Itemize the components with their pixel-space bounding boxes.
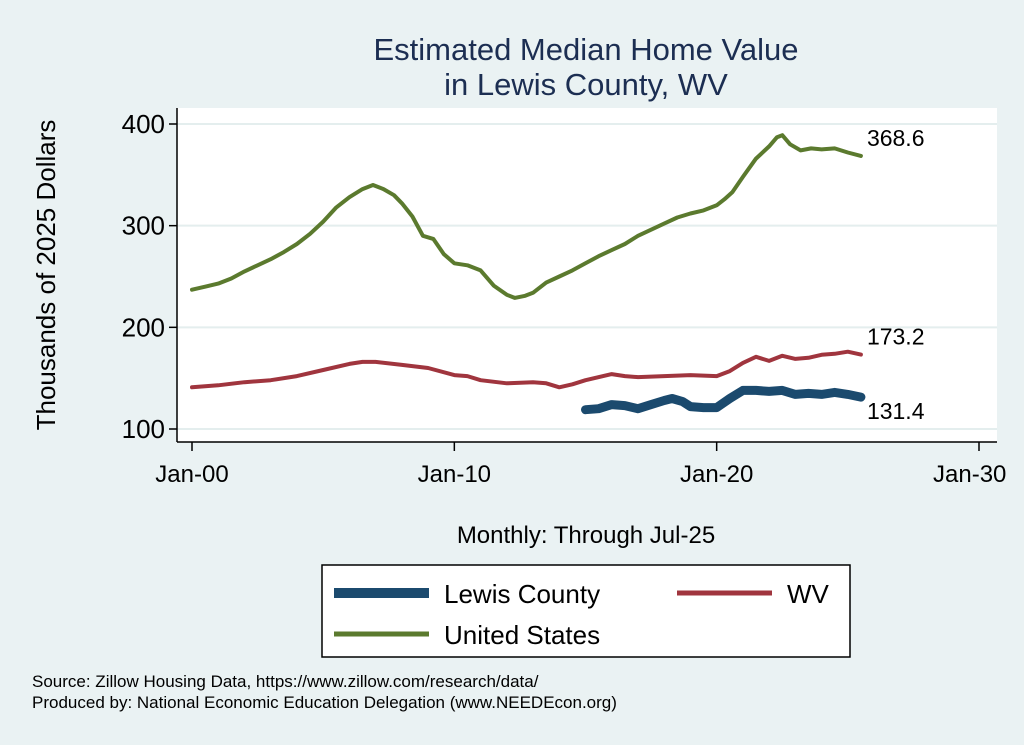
y-tick-label-100: 100 (122, 414, 165, 444)
x-tick-label-Jan-10: Jan-10 (418, 461, 491, 488)
gridlines (177, 123, 997, 430)
footer-source: Source: Zillow Housing Data, https://www… (32, 672, 539, 691)
series-line-lewis-county (581, 385, 866, 415)
legend: Lewis County WV United States (321, 564, 851, 658)
end-labels: 368.6 173.2 131.4 (867, 125, 925, 424)
end-label-wv: 173.2 (867, 324, 925, 350)
x-tick-label-Jan-30: Jan-30 (933, 461, 1006, 488)
end-label-united-states: 368.6 (867, 125, 925, 151)
chart-title-line-2: in Lewis County, WV (444, 67, 728, 102)
y-tick-label-400: 400 (122, 109, 165, 139)
legend-label-lewis-county: Lewis County (444, 579, 600, 609)
series-line-united-states (190, 133, 863, 300)
x-tick-label-Jan-00: Jan-00 (155, 461, 228, 488)
y-axis-label: Thousands of 2025 Dollars (31, 120, 61, 431)
x-tick-label-Jan-20: Jan-20 (680, 461, 753, 488)
series-line-wv (190, 349, 863, 390)
series-lines (190, 133, 866, 415)
legend-label-wv: WV (787, 579, 830, 609)
x-axis-label: Monthly: Through Jul-25 (457, 522, 715, 549)
end-label-lewis-county: 131.4 (867, 398, 925, 424)
legend-label-united-states: United States (444, 620, 600, 650)
axes: 100 200 300 400 Jan-00 Jan-10 Jan-20 Jan-30 (122, 108, 1006, 488)
y-tick-label-300: 300 (122, 211, 165, 241)
plot-area (177, 108, 997, 442)
legend-box (321, 564, 851, 658)
y-tick-label-200: 200 (122, 312, 165, 342)
footer-produced-by: Produced by: National Economic Education… (32, 693, 617, 712)
chart-title-line-1: Estimated Median Home Value (373, 32, 798, 67)
